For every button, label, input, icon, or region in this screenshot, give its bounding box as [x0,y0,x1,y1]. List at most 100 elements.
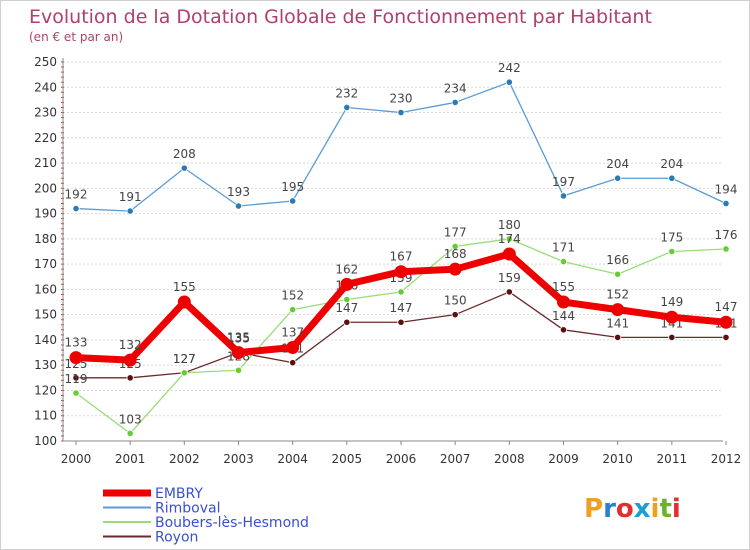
data-point [286,341,300,355]
data-label: 166 [606,253,629,267]
y-tick-label: 160 [34,282,57,296]
data-label: 174 [498,232,521,246]
y-tick-label: 120 [34,383,57,397]
data-label: 180 [498,218,521,232]
data-label: 127 [173,352,196,366]
x-tick-label: 2001 [115,452,146,466]
data-label: 168 [444,247,467,261]
data-point [343,318,351,326]
data-point [126,207,134,215]
series-layer: 1251251271351311471471501591441411411411… [65,61,738,438]
data-point [665,310,679,324]
data-label: 197 [552,175,575,189]
data-point [180,164,188,172]
x-tick-label: 2004 [277,452,308,466]
axes: 100 110 120 130 140 150 160 170 180 190 200 210 220 2… [34,55,741,466]
data-label: 152 [606,288,629,302]
data-label: 103 [119,412,142,426]
data-label: 242 [498,61,521,75]
data-point [502,247,516,261]
data-point [557,295,570,309]
data-label: 191 [119,190,142,204]
data-label: 193 [227,185,250,199]
data-point [126,429,134,438]
data-point [614,270,622,278]
data-point [448,262,462,276]
x-tick-label: 2010 [602,452,633,466]
data-label: 147 [335,301,358,315]
data-point [505,288,513,296]
data-point [451,98,459,107]
data-label: 177 [444,225,467,239]
y-tick-label: 220 [34,131,57,145]
y-tick-label: 180 [34,232,57,246]
legend-label: Rimboval [155,501,220,517]
data-point [340,277,354,291]
data-label: 147 [390,301,413,315]
data-point [722,245,730,253]
data-label: 144 [552,309,575,323]
y-tick-label: 250 [34,55,57,69]
data-point [343,295,351,304]
data-label: 159 [498,271,521,285]
series-boubers-l-s-hesmond: 119103127128152156159177180171166175176 [65,218,738,438]
data-point [719,315,733,329]
data-point [614,174,622,182]
legend-label: EMBRY [155,486,203,502]
data-label: 175 [660,231,683,245]
grid [63,61,723,442]
data-point [72,374,80,382]
data-point [397,108,405,117]
data-point [614,333,622,342]
data-label: 137 [281,326,304,340]
data-point [722,333,730,342]
data-label: 155 [173,280,196,294]
data-label: 141 [606,316,629,330]
x-tick-label: 2002 [169,452,200,466]
x-tick-label: 2005 [332,452,363,466]
series-rimboval: 192 191 208 193 195 232 230 234 242 197 204 204 194 [65,61,738,215]
y-tick-label: 150 [34,308,57,322]
chart-title: Evolution de la Dotation Globale de Fonc… [29,6,652,28]
data-point [72,389,80,397]
data-point [234,366,243,374]
data-point [397,288,405,296]
data-point [559,258,568,266]
y-tick-label: 230 [34,106,57,120]
data-point [505,235,513,243]
y-tick-label: 190 [34,207,57,221]
data-point [451,311,459,319]
data-point [180,369,188,377]
proxiti-logo: Proxiti [584,494,681,524]
data-label: 171 [552,241,575,255]
data-label: 232 [335,86,358,100]
data-point [722,199,730,208]
data-label: 162 [335,262,358,276]
data-point [668,333,676,342]
data-label: 135 [227,331,250,345]
data-label: 208 [173,147,196,161]
data-label: 204 [606,157,629,171]
y-tick-label: 210 [34,156,57,170]
data-label: 194 [715,182,738,196]
data-label: 234 [444,81,467,95]
data-point [668,247,676,256]
x-tick-label: 2006 [386,452,417,466]
data-label: 192 [65,188,88,202]
x-tick-label: 2007 [440,452,471,466]
legend-label: Royon [155,530,198,546]
data-point [289,197,297,205]
data-label: 176 [715,228,738,242]
data-point [234,202,243,210]
x-tick-label: 2008 [494,452,525,466]
data-point [559,192,568,200]
data-point [289,359,297,367]
x-tick-label: 2009 [548,452,579,466]
data-label: 133 [65,336,88,350]
data-label: 132 [119,338,142,352]
y-tick-label: 100 [34,434,57,448]
data-label: 149 [660,295,683,309]
